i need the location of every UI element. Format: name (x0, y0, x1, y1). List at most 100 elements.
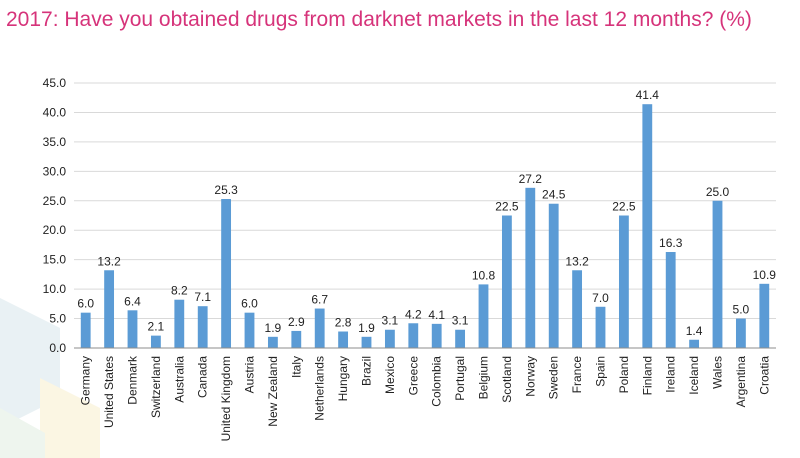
bar (455, 329, 466, 348)
bar (689, 339, 700, 348)
data-label: 2.1 (148, 320, 165, 334)
data-label: 6.0 (77, 297, 94, 311)
bar (221, 199, 232, 348)
category-label: Colombia (430, 356, 444, 407)
category-label: Argentina (734, 356, 748, 408)
category-label: New Zealand (266, 356, 280, 427)
category-label: Portugal (453, 356, 467, 401)
bar (735, 318, 746, 348)
data-label: 5.0 (733, 303, 750, 317)
category-label: Scotland (500, 356, 514, 403)
y-tick-label: 35.0 (43, 135, 67, 149)
y-tick-label: 15.0 (43, 253, 67, 267)
data-label: 7.0 (592, 291, 609, 305)
y-tick-label: 45.0 (43, 76, 67, 90)
data-label: 25.0 (706, 185, 730, 199)
data-label: 6.7 (311, 293, 328, 307)
y-tick-label: 0.0 (49, 341, 66, 355)
data-label: 1.9 (358, 321, 375, 335)
data-label: 8.2 (171, 284, 188, 298)
bar (501, 215, 512, 348)
bar (572, 270, 583, 348)
bar (291, 330, 302, 348)
bar (525, 187, 536, 348)
bar (595, 306, 606, 348)
bar (174, 299, 185, 348)
category-label: Sweden (547, 356, 561, 399)
bar (127, 310, 138, 348)
bar (104, 270, 115, 348)
bar (618, 215, 629, 348)
data-label: 22.5 (612, 200, 636, 214)
bar (548, 203, 559, 348)
bar (267, 336, 278, 348)
y-tick-label: 30.0 (43, 164, 67, 178)
data-label: 22.5 (495, 200, 519, 214)
category-label: Brazil (360, 356, 374, 386)
category-label: France (570, 356, 584, 394)
category-labels: Germany United States Denmark Switzerland Au… (79, 355, 772, 441)
data-label: 1.4 (686, 324, 703, 338)
y-tick-label: 5.0 (49, 312, 66, 326)
category-label: United Kingdom (219, 356, 233, 441)
category-label: Ireland (664, 356, 678, 393)
bar (314, 308, 325, 348)
bar (478, 284, 489, 348)
y-tick-label: 20.0 (43, 223, 67, 237)
bar (759, 283, 770, 348)
category-label: Mexico (383, 356, 397, 394)
bar (361, 336, 372, 348)
data-label: 2.8 (335, 316, 352, 330)
data-label: 6.4 (124, 294, 141, 308)
data-label: 24.5 (542, 188, 566, 202)
category-label: Denmark (126, 355, 140, 405)
data-label: 41.4 (636, 88, 660, 102)
bar (431, 323, 442, 348)
category-label: Hungary (336, 356, 350, 401)
y-tick-label: 25.0 (43, 194, 67, 208)
data-label: 10.8 (472, 268, 496, 282)
bar (642, 104, 653, 348)
category-label: Switzerland (149, 356, 163, 418)
data-labels: 6.0 13.2 6.4 2.1 8.2 7.1 25.3 6.0 1.9 2.9 6.7 2.8 1.… (77, 88, 776, 338)
data-label: 25.3 (214, 183, 238, 197)
category-label: Australia (172, 356, 186, 403)
data-label: 6.0 (241, 297, 258, 311)
data-label: 27.2 (519, 172, 543, 186)
data-label: 10.9 (753, 268, 777, 282)
category-label: Netherlands (313, 356, 327, 421)
category-label: Finland (640, 356, 654, 395)
category-label: United States (102, 356, 116, 428)
bar (338, 331, 349, 348)
data-label: 13.2 (97, 254, 121, 268)
bar (408, 323, 419, 348)
bar (244, 312, 255, 348)
bar (665, 252, 676, 348)
data-label: 16.3 (659, 236, 683, 250)
category-label: Germany (79, 356, 93, 405)
category-label: Austria (243, 356, 257, 394)
gridlines (74, 82, 776, 320)
category-label: Iceland (687, 356, 701, 395)
data-label: 4.1 (428, 308, 445, 322)
chart-title: 2017: Have you obtained drugs from darkn… (6, 8, 752, 31)
data-label: 2.9 (288, 315, 305, 329)
category-label: Canada (196, 356, 210, 398)
data-label: 7.1 (194, 290, 211, 304)
data-label: 3.1 (382, 314, 399, 328)
category-label: Belgium (477, 356, 491, 399)
bar (150, 335, 161, 348)
category-label: Wales (711, 356, 725, 389)
category-label: Italy (289, 356, 303, 378)
category-label: Greece (406, 356, 420, 396)
y-tick-label: 10.0 (43, 282, 67, 296)
y-axis-ticks: 0.0 5.0 10.0 15.0 20.0 25.0 30.0 35.0 40.0 45.0 (43, 76, 67, 355)
y-tick-label: 40.0 (43, 105, 67, 119)
bar (197, 306, 208, 348)
bar (712, 200, 723, 348)
bar (80, 312, 91, 348)
data-label: 13.2 (565, 254, 589, 268)
data-label: 4.2 (405, 307, 422, 321)
bars (80, 104, 770, 348)
